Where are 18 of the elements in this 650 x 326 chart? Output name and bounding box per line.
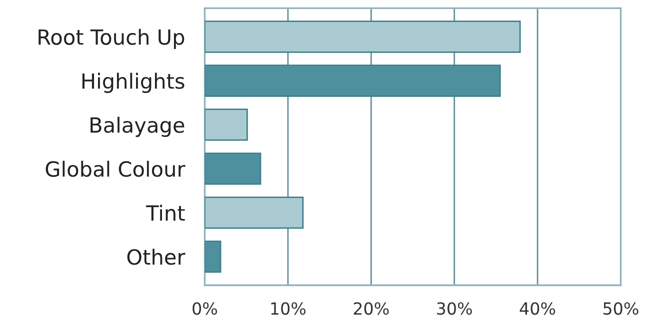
x-tick-label: 30% <box>437 302 472 315</box>
x-tick-label: 10% <box>271 302 306 315</box>
bar <box>204 152 262 185</box>
y-tick-label: Other <box>127 248 186 265</box>
bar <box>204 240 222 273</box>
x-tick-label: 20% <box>354 302 389 315</box>
y-tick-label: Balayage <box>90 116 184 137</box>
bar <box>204 64 501 97</box>
bar <box>204 196 304 229</box>
bar <box>204 108 248 141</box>
x-tick-label: 0% <box>192 302 218 315</box>
x-tick-label: 40% <box>520 302 556 315</box>
y-tick-label: Root Touch Up <box>38 28 184 49</box>
y-tick-label: Tint <box>146 204 185 221</box>
y-tick-label: Global Colour <box>46 160 186 177</box>
x-tick-label: 50% <box>604 302 638 315</box>
bar <box>204 20 521 53</box>
y-tick-label: Highlights <box>82 72 184 93</box>
